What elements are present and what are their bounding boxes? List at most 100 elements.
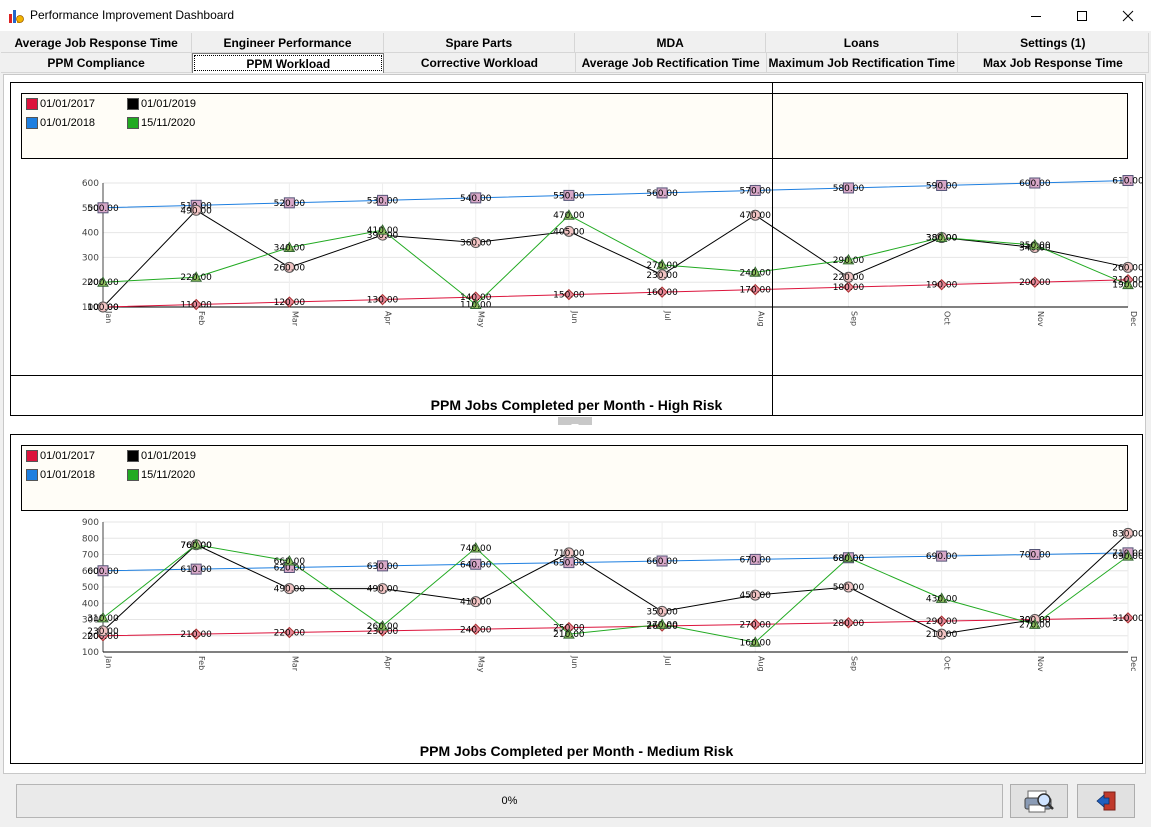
data-point <box>470 237 482 249</box>
legend-swatch <box>26 450 38 462</box>
data-point <box>283 626 296 639</box>
data-label: 150.00 <box>553 291 585 301</box>
data-label: 470.00 <box>740 211 772 221</box>
tab-spare-parts[interactable]: Spare Parts <box>383 33 575 53</box>
data-label: 430.00 <box>926 594 958 604</box>
data-label: 240.00 <box>460 625 492 635</box>
data-label: 700.00 <box>1019 551 1051 561</box>
tab-row-2: PPM Compliance PPM Workload Corrective W… <box>1 53 1150 73</box>
data-label: 620.00 <box>274 564 306 574</box>
data-label: 260.00 <box>1112 263 1142 273</box>
data-label: 240.00 <box>740 268 772 278</box>
data-label: 200.00 <box>87 632 119 642</box>
data-point <box>842 551 855 563</box>
data-label: 170.00 <box>740 286 772 296</box>
legend-item-2018: 01/01/2018 <box>26 469 95 481</box>
tab-average-job-response-time[interactable]: Average Job Response Time <box>1 33 193 53</box>
data-point <box>656 187 668 199</box>
data-label: 190.00 <box>1112 281 1142 291</box>
app-chart-icon <box>9 10 24 23</box>
close-button[interactable] <box>1105 0 1151 31</box>
data-point <box>656 605 668 617</box>
data-label: 270.00 <box>1019 620 1051 630</box>
data-label: 230.00 <box>367 627 399 637</box>
data-point <box>1029 177 1041 189</box>
y-tick-label: 700 <box>82 551 99 561</box>
data-label: 600.00 <box>87 567 119 577</box>
data-point <box>563 189 575 201</box>
data-label: 220.00 <box>274 629 306 639</box>
tab-ppm-compliance[interactable]: PPM Compliance <box>1 53 193 73</box>
tab-ppm-workload[interactable]: PPM Workload <box>192 53 385 73</box>
data-label: 690.00 <box>1112 552 1142 562</box>
x-tick-label: May <box>477 656 486 673</box>
data-label: 550.00 <box>553 191 585 201</box>
data-point <box>842 617 855 629</box>
y-tick-label: 400 <box>82 599 99 609</box>
data-point <box>656 555 668 567</box>
data-label: 390.00 <box>367 231 399 241</box>
data-label: 340.00 <box>274 243 306 253</box>
data-point <box>842 271 854 283</box>
data-point <box>563 628 575 639</box>
y-tick-label: 300 <box>82 616 99 626</box>
x-tick-label: Jan <box>104 655 113 668</box>
x-tick-label: Jun <box>570 655 579 669</box>
maximize-button[interactable] <box>1059 0 1105 31</box>
y-tick-label: 600 <box>82 179 99 189</box>
print-button[interactable] <box>1010 784 1068 818</box>
panel-splitter[interactable] <box>558 417 592 428</box>
data-label: 610.00 <box>180 565 212 575</box>
data-label: 160.00 <box>646 288 678 298</box>
tab-max-job-response-time[interactable]: Max Job Response Time <box>957 53 1150 73</box>
high-risk-plot: 600 500 400 300 200 100 Jan Feb Mar Apr May Jun Jul A… <box>82 175 1142 328</box>
data-point <box>1122 550 1134 561</box>
legend-swatch <box>26 469 38 481</box>
data-point <box>190 563 202 575</box>
data-point <box>842 253 855 265</box>
data-label: 210.00 <box>180 630 212 640</box>
series-line <box>102 544 1129 643</box>
tab-corrective-workload[interactable]: Corrective Workload <box>384 53 576 73</box>
progress-text: 0% <box>501 795 518 807</box>
data-label: 740.00 <box>460 544 492 554</box>
legend-label: 15/11/2020 <box>141 117 196 129</box>
tab-settings[interactable]: Settings (1) <box>957 33 1149 53</box>
x-tick-label: Feb <box>197 311 206 325</box>
legend-swatch <box>127 98 139 110</box>
minimize-button[interactable] <box>1013 0 1059 31</box>
series-line <box>102 617 1129 637</box>
legend-item-2019: 01/01/2019 <box>127 98 196 110</box>
medium-risk-chart: 01/01/2017 01/01/2018 01/01/2019 15/11/2… <box>10 434 1143 764</box>
data-point <box>656 618 668 629</box>
data-label: 120.00 <box>274 298 306 308</box>
data-point <box>376 619 389 631</box>
chart-divider <box>11 375 1142 376</box>
x-tick-label: Mar <box>290 656 299 672</box>
legend-item-2018: 01/01/2018 <box>26 117 95 129</box>
exit-button[interactable] <box>1077 784 1135 818</box>
tab-average-job-rectification-time[interactable]: Average Job Rectification Time <box>575 53 767 73</box>
data-point <box>377 194 389 206</box>
data-point <box>1122 261 1134 273</box>
y-tick-label: 100 <box>82 648 99 658</box>
data-label: 630.00 <box>367 562 399 572</box>
data-label: 360.00 <box>460 239 492 249</box>
tab-engineer-performance[interactable]: Engineer Performance <box>192 33 384 53</box>
data-point <box>190 271 203 282</box>
data-point <box>283 261 295 273</box>
series-line <box>102 209 1129 308</box>
data-point <box>470 623 482 635</box>
plot-area: 600 500 400 300 200 100 Jan Feb Mar Apr May Jun Jul A… <box>82 175 1142 328</box>
legend-label: 01/01/2018 <box>40 469 96 481</box>
data-point <box>97 611 109 623</box>
tab-loans[interactable]: Loans <box>766 33 958 53</box>
data-label: 410.00 <box>460 598 492 608</box>
legend-label: 01/01/2017 <box>40 450 96 462</box>
data-label: 380.00 <box>926 234 958 244</box>
tab-mda[interactable]: MDA <box>574 33 767 53</box>
tab-maximum-job-rectification-time[interactable]: Maximum Job Rectification Time <box>766 53 958 73</box>
chart-legend: 01/01/2017 01/01/2018 01/01/2019 15/11/2… <box>21 93 1128 159</box>
data-label: 490.00 <box>180 206 212 216</box>
window-title: Performance Improvement Dashboard <box>30 8 235 22</box>
